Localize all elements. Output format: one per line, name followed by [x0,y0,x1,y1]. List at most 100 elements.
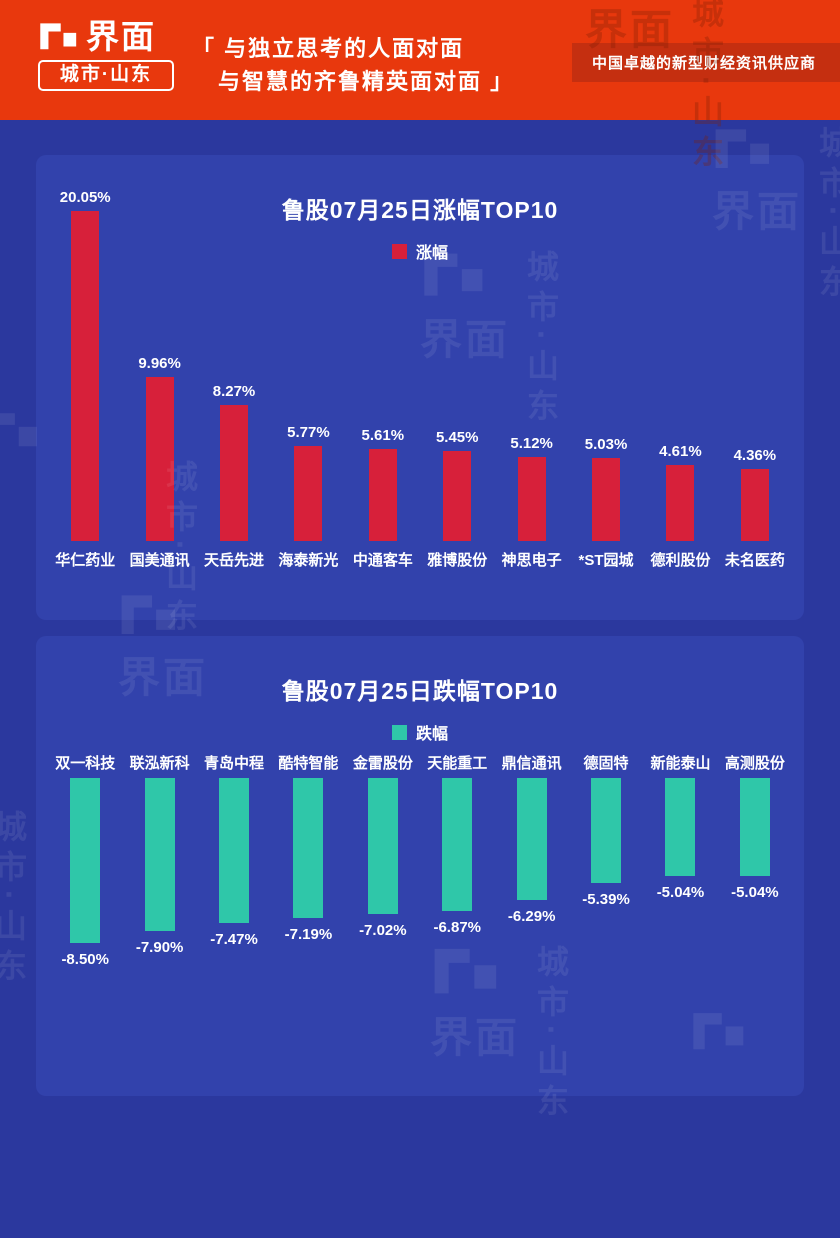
bar-value-label: 5.03% [584,436,628,453]
bar-value-label: -8.50% [61,951,109,968]
category-row-gainers: 华仁药业 国美通讯 天岳先进 海泰新光 中通客车 雅博股份 神思电子 *ST园城 德利股份 未名医… [48,549,792,570]
legend-swatch-losers [391,724,407,740]
gain-bar [666,465,695,541]
loss-bar [739,778,770,876]
tagline: 「 与独立思考的人面对面 与智慧的齐鲁精英面对面 」 [192,32,514,98]
bar-value-label: -7.47% [210,931,258,948]
bar-column: -8.50% [48,778,122,1018]
gain-bar [368,449,397,541]
category-label: 海泰新光 [278,552,339,569]
header: 界面 城市·山东 「 与独立思考的人面对面 与智慧的齐鲁精英面对面 」 中国卓越… [0,0,840,120]
jiemian-logo-icon [40,23,77,50]
legend-label-losers: 跌幅 [415,726,448,743]
category-label: 国美通讯 [129,552,190,569]
bar-value-label: 5.61% [361,427,405,444]
loss-bar [516,778,547,900]
jiemian-logo: 界面 城市·山东 [38,20,174,91]
bar-column: 5.77% [271,173,345,541]
gain-bar [517,457,546,541]
slogan-badge: 中国卓越的新型财经资讯供应商 [571,43,840,82]
category-label: 华仁药业 [55,552,116,569]
category-label: 雅博股份 [427,552,488,569]
category-label: *ST园城 [578,552,634,569]
bar-value-label: 5.77% [287,424,330,441]
bar-column: -5.04% [718,778,792,1018]
bar-value-label: -5.39% [582,891,630,908]
category-label: 酷特智能 [278,755,339,772]
category-label: 中通客车 [352,552,413,569]
gain-bar [71,211,100,541]
bar-column: -5.04% [643,778,717,1018]
bar-column: 4.61% [643,173,717,541]
legend-gainers: 涨幅 [36,239,804,263]
legend-label-gainers: 涨幅 [415,245,448,262]
gain-bar [220,405,249,541]
bar-column: 5.45% [420,173,494,541]
gain-bar [740,469,769,541]
tagline-line2: 与智慧的齐鲁精英面对面 」 [218,69,515,94]
category-label: 金雷股份 [352,755,413,772]
bar-column: 5.12% [494,173,568,541]
bar-value-label: -6.29% [507,908,556,925]
bar-value-label: 5.45% [435,429,479,446]
bar-column: -7.02% [346,778,420,1018]
bars-area-gainers: 20.05% 9.96% 8.27% 5.77% 5.61% 5.45% 5.12% 5.03… [48,173,792,541]
category-row-losers: 双一科技 联泓新科 青岛中程 酷特智能 金雷股份 天能重工 鼎信通讯 德固特 新能泰山 高测股份 [48,752,792,773]
chart-title-losers: 鲁股07月25日跌幅TOP10 [281,678,559,704]
logo-subtitle: 城市·山东 [38,60,174,91]
watermark-subtitle: 城市·山东 [0,810,27,989]
category-label: 神思电子 [501,552,562,569]
losers-chart-panel: 鲁股07月25日跌幅TOP10 跌幅 双一科技 联泓新科 青岛中程 酷特智能 金雷股份天… [36,636,804,1096]
jiemian-watermark-icon [0,413,37,447]
bar-value-label: -7.02% [359,922,407,939]
category-label: 联泓新科 [129,755,190,772]
category-label: 青岛中程 [204,755,265,772]
bar-value-label: -5.04% [656,884,705,901]
tagline-line1: 「 与独立思考的人面对面 [192,36,465,61]
bar-column: 5.61% [346,173,420,541]
bar-column: -6.87% [420,778,494,1018]
gain-bar [443,451,472,541]
bar-value-label: -7.19% [284,926,333,943]
category-label: 德利股份 [650,552,711,569]
bar-column: -5.39% [569,778,643,1018]
loss-bar [293,778,324,918]
loss-bar [591,778,622,883]
loss-bar [442,778,473,911]
bar-value-label: 4.61% [659,443,702,460]
bar-column: 20.05% [48,173,122,541]
gain-bar [592,458,621,541]
bar-value-label: 20.05% [59,189,111,206]
bar-value-label: -6.87% [433,919,481,936]
logo-title: 界面 [86,18,156,55]
bar-column: 4.36% [718,173,792,541]
loss-bar [70,778,101,943]
bar-value-label: 8.27% [212,383,256,400]
legend-losers: 跌幅 [36,720,804,744]
bar-column: -7.19% [271,778,345,1018]
loss-bar [665,778,696,876]
category-label: 高测股份 [724,755,785,772]
chart-title-gainers: 鲁股07月25日涨幅TOP10 [281,197,559,223]
bar-column: 8.27% [197,173,271,541]
category-label: 德固特 [583,755,629,772]
bar-value-label: -5.04% [731,884,779,901]
loss-bar [144,778,175,931]
gain-bar [145,377,174,541]
bar-column: 5.03% [569,173,643,541]
logo-row: 界面 [38,20,174,53]
bar-column: -7.90% [122,778,196,1018]
category-label: 未名医药 [724,552,785,569]
bar-column: -7.47% [197,778,271,1018]
bar-value-label: 9.96% [138,355,181,372]
watermark-subtitle: 城市·山东 [815,126,840,305]
category-label: 天岳先进 [204,552,265,569]
bar-value-label: 4.36% [733,447,777,464]
category-label: 新能泰山 [650,755,711,772]
legend-swatch-gainers [391,243,407,259]
page: { "header": { "logo_title": "界面", "logo_… [0,0,840,1124]
gainers-chart-panel: 鲁股07月25日涨幅TOP10 涨幅 20.05% 9.96% 8.27% 5.77%… [36,155,804,620]
bars-area-losers: -8.50% -7.90% -7.47% -7.19% -7.02% -6.87% -6.2… [48,778,792,1018]
gain-bar [294,446,323,541]
bar-column: -6.29% [494,778,568,1018]
